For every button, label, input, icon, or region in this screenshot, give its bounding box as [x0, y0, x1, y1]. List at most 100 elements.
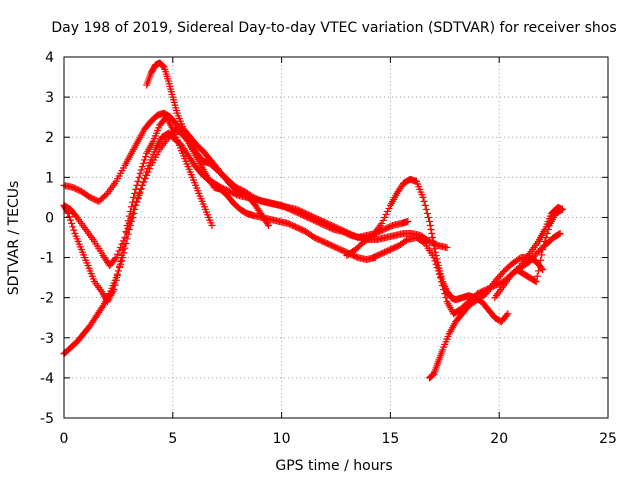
- data-point-interp: [503, 311, 511, 319]
- data-point-interp: [111, 255, 119, 263]
- y-tick-label: -5: [40, 411, 54, 427]
- data-point-interp: [132, 185, 140, 193]
- data-layer: [60, 59, 566, 382]
- data-point: [119, 254, 127, 262]
- y-tick-label: -1: [40, 251, 54, 267]
- data-point-interp: [125, 212, 133, 220]
- data-point-interp: [441, 290, 449, 298]
- data-point-interp: [114, 267, 122, 275]
- data-point-interp: [64, 208, 72, 216]
- data-point: [136, 169, 144, 177]
- series-track-6: [343, 175, 512, 326]
- data-point-interp: [263, 220, 271, 228]
- series-track-2: [60, 125, 379, 270]
- data-point-interp: [426, 221, 434, 229]
- data-point-interp: [65, 213, 73, 221]
- data-point-interp: [141, 175, 149, 183]
- data-point-interp: [542, 234, 550, 241]
- data-point-interp: [159, 62, 167, 70]
- series-track-1: [60, 109, 412, 241]
- data-point-interp: [67, 216, 75, 224]
- data-point-interp: [431, 245, 439, 253]
- data-point: [426, 217, 434, 225]
- data-point-interp: [421, 201, 429, 209]
- data-point: [539, 266, 547, 274]
- data-point-interp: [135, 191, 143, 199]
- data-point-interp: [434, 267, 442, 275]
- data-point-interp: [537, 256, 545, 264]
- x-tick-label: 0: [60, 431, 69, 447]
- x-tick-label: 20: [490, 431, 508, 447]
- grid-layer: [64, 57, 608, 418]
- data-point-interp: [115, 264, 123, 272]
- y-tick-label: 1: [45, 170, 54, 186]
- data-point-interp: [120, 249, 128, 257]
- data-point-interp: [433, 264, 441, 272]
- data-point-interp: [117, 260, 125, 268]
- data-point: [504, 310, 512, 318]
- data-point-interp: [142, 153, 150, 161]
- data-point-interp: [121, 244, 129, 252]
- data-point-interp: [139, 159, 147, 167]
- data-point-interp: [137, 185, 145, 193]
- y-tick-label: 3: [45, 90, 54, 106]
- data-point: [378, 219, 386, 227]
- data-point-interp: [432, 260, 440, 268]
- data-point-interp: [159, 62, 167, 70]
- plot-frame: [63, 56, 609, 419]
- data-point: [532, 278, 540, 286]
- x-axis-label: GPS time / hours: [275, 458, 392, 474]
- data-point: [125, 225, 133, 233]
- data-point-interp: [138, 163, 146, 171]
- data-point: [265, 221, 273, 229]
- data-point-interp: [135, 173, 143, 181]
- data-point: [430, 242, 438, 250]
- data-point-interp: [130, 209, 138, 217]
- y-tick-label: -4: [40, 371, 54, 387]
- data-point-interp: [557, 206, 565, 214]
- data-point-interp: [538, 251, 546, 259]
- data-point-interp: [118, 257, 126, 265]
- data-point-interp: [435, 270, 443, 278]
- axis-layer: 0 5 10 15 20 25 -5 -4 -3 -2 -1 0 1 2 3 4: [40, 50, 617, 447]
- data-point-interp: [133, 198, 141, 206]
- data-point-interp: [113, 270, 121, 278]
- x-tick-label: 10: [273, 431, 291, 447]
- data-point-interp: [142, 171, 150, 179]
- data-point-interp: [136, 188, 144, 196]
- data-point-interp: [420, 197, 428, 205]
- data-point-interp: [534, 267, 542, 275]
- data-point: [443, 244, 451, 252]
- data-point-interp: [134, 177, 142, 185]
- data-point-interp: [428, 234, 436, 241]
- series-track-10: [513, 205, 566, 286]
- data-point-interp: [115, 247, 123, 255]
- data-point-interp: [68, 219, 76, 227]
- y-tick-label: 0: [45, 210, 54, 226]
- data-point: [138, 181, 146, 189]
- y-tick-label: 4: [45, 50, 54, 66]
- data-point-interp: [438, 278, 446, 286]
- data-point-interp: [383, 207, 391, 215]
- data-point-interp: [440, 286, 448, 294]
- data-point-interp: [429, 238, 437, 246]
- data-point-interp: [533, 272, 541, 280]
- data-point-interp: [541, 238, 549, 246]
- data-point-interp: [535, 262, 543, 270]
- data-point-interp: [127, 217, 135, 225]
- data-point-interp: [98, 303, 106, 311]
- y-tick-label: -2: [40, 291, 54, 307]
- data-point-interp: [144, 165, 152, 173]
- data-point-interp: [385, 204, 393, 212]
- data-point-interp: [124, 230, 132, 238]
- data-point-interp: [431, 257, 439, 265]
- y-axis-label: SDTVAR / TECUs: [6, 181, 22, 296]
- data-point-interp: [114, 250, 122, 258]
- data-point: [436, 274, 444, 282]
- data-point-interp: [381, 213, 389, 221]
- x-tick-label: 5: [168, 431, 177, 447]
- data-point: [539, 246, 547, 254]
- data-point-interp: [131, 189, 139, 197]
- data-point-interp: [544, 225, 552, 233]
- data-point: [430, 254, 438, 262]
